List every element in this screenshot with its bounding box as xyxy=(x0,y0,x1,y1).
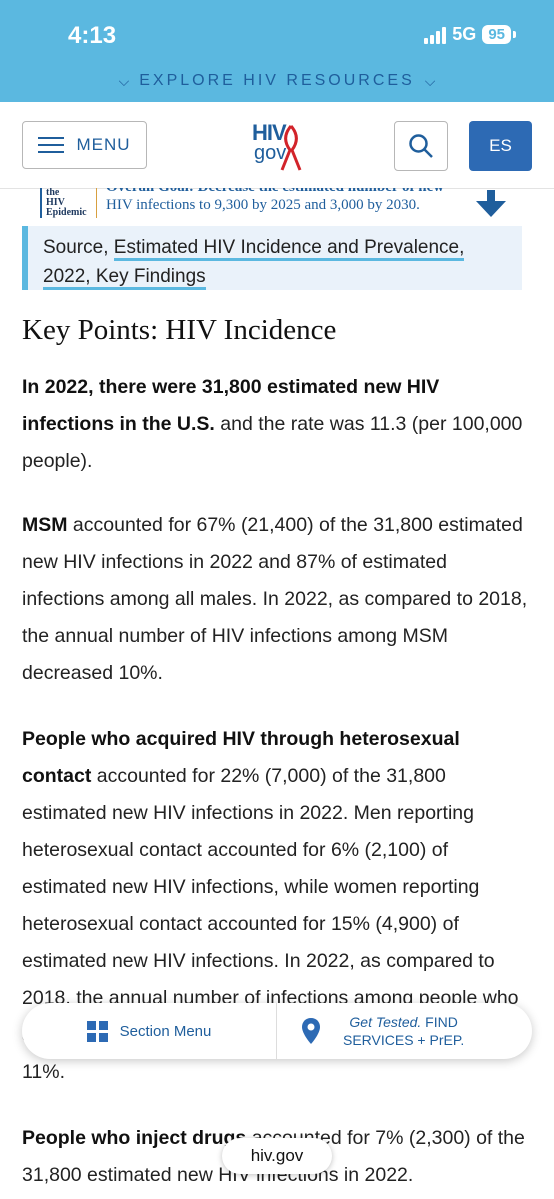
paragraph-incidence: In 2022, there were 31,800 estimated new… xyxy=(22,369,534,480)
section-menu-button[interactable]: Section Menu xyxy=(22,1003,277,1059)
hivgov-logo[interactable]: HIV gov xyxy=(246,120,308,174)
source-prefix: Source, xyxy=(43,237,114,258)
url-bar[interactable]: hiv.gov xyxy=(222,1138,332,1174)
source-link-continued[interactable]: 2022, Key Findings xyxy=(43,266,206,290)
get-tested-button[interactable]: Get Tested. FIND SERVICES + PrEP. xyxy=(277,1003,532,1059)
get-tested-label: Get Tested. FIND SERVICES + PrEP. xyxy=(343,1013,464,1049)
ending-epidemic-infographic: the HIV Epidemic Overall Goal: Decrease … xyxy=(40,188,520,218)
chevron-down-icon: ⌵ xyxy=(119,73,130,90)
source-link[interactable]: Estimated HIV Incidence and Prevalence, xyxy=(114,237,465,261)
search-icon xyxy=(408,133,434,159)
infographic-text: HIV infections to 9,300 by 2025 and 3,00… xyxy=(106,197,420,214)
battery-level: 95 xyxy=(482,25,511,44)
page-heading: Key Points: HIV Incidence xyxy=(22,314,336,347)
battery-icon: 95 xyxy=(482,25,516,44)
infographic-goal: Overall Goal: Decrease the estimated num… xyxy=(106,188,444,196)
floating-action-bar: Section Menu Get Tested. FIND SERVICES +… xyxy=(22,1003,532,1059)
menu-button[interactable]: MENU xyxy=(22,121,147,169)
source-citation: Source, Estimated HIV Incidence and Prev… xyxy=(22,226,522,290)
section-menu-label: Section Menu xyxy=(120,1023,212,1040)
site-header: MENU HIV gov ES xyxy=(0,102,554,189)
infographic-label: the HIV Epidemic xyxy=(40,188,87,218)
language-button[interactable]: ES xyxy=(469,121,532,171)
chevron-down-icon: ⌵ xyxy=(425,73,436,90)
status-bar: 4:13 5G 95 xyxy=(0,0,554,60)
explore-resources-label: EXPLORE HIV RESOURCES xyxy=(139,72,415,90)
search-button[interactable] xyxy=(394,121,448,171)
red-ribbon-icon xyxy=(280,124,302,172)
arrow-down-icon xyxy=(474,190,508,218)
grid-icon xyxy=(87,1021,108,1042)
hamburger-icon xyxy=(38,137,64,153)
network-label: 5G xyxy=(452,24,476,45)
paragraph-msm: MSM accounted for 67% (21,400) of the 31… xyxy=(22,507,534,692)
location-pin-icon xyxy=(301,1017,321,1045)
status-time: 4:13 xyxy=(68,22,116,50)
explore-resources-toggle[interactable]: ⌵ EXPLORE HIV RESOURCES ⌵ xyxy=(0,60,554,102)
menu-label: MENU xyxy=(76,135,130,155)
signal-icon xyxy=(424,26,446,44)
status-indicators: 5G 95 xyxy=(424,24,516,45)
